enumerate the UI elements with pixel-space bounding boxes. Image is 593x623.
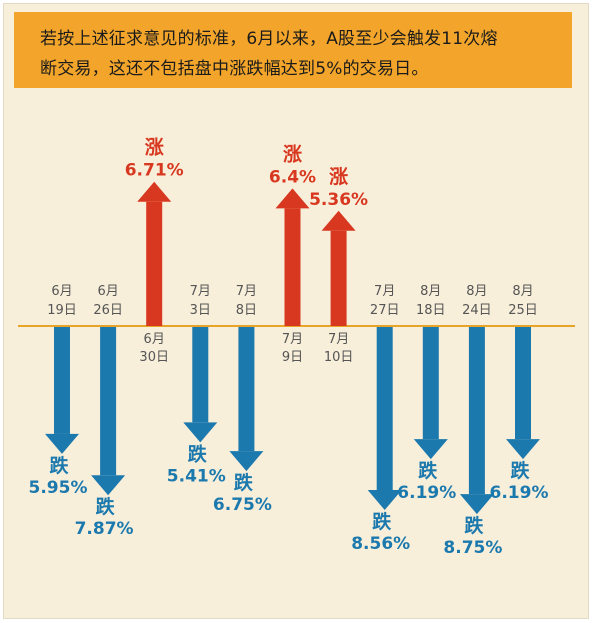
- date-day-4: 8日: [236, 303, 257, 318]
- value-label-0: 5.95%: [29, 478, 88, 498]
- value-label-7: 8.56%: [351, 534, 410, 554]
- down-bar-8: [422, 327, 439, 440]
- down-arrowhead-8: [413, 439, 448, 460]
- date-day-3: 3日: [190, 303, 211, 318]
- value-label-10: 6.19%: [490, 483, 549, 503]
- date-day-8: 18日: [416, 303, 446, 318]
- date-day-7: 27日: [370, 303, 400, 318]
- date-day-10: 25日: [508, 303, 538, 318]
- date-month-4: 7月: [236, 284, 257, 299]
- direction-label-3: 跌: [188, 442, 208, 465]
- date-day-6: 10日: [324, 350, 354, 365]
- headline-banner: 若按上述征求意见的标准，6月以来，A股至少会触发11次熔 断交易，这还不包括盘中…: [14, 12, 572, 88]
- date-month-6: 7月: [328, 332, 349, 347]
- headline-line-1: 若按上述征求意见的标准，6月以来，A股至少会触发11次熔: [40, 29, 498, 49]
- date-day-9: 24日: [462, 303, 492, 318]
- direction-label-9: 跌: [464, 514, 484, 537]
- value-label-1: 7.87%: [75, 519, 134, 539]
- up-bar-5: [284, 208, 301, 326]
- infographic-frame: 若按上述征求意见的标准，6月以来，A股至少会触发11次熔 断交易，这还不包括盘中…: [3, 3, 589, 619]
- date-day-2: 30日: [139, 350, 169, 365]
- down-arrowhead-3: [183, 422, 218, 443]
- down-bar-3: [192, 327, 209, 423]
- value-label-2: 6.71%: [125, 161, 184, 181]
- value-label-5: 6.4%: [269, 167, 316, 187]
- up-arrowhead-5: [275, 188, 310, 209]
- down-arrowhead-1: [91, 475, 126, 496]
- date-month-7: 7月: [374, 284, 395, 299]
- direction-label-1: 跌: [96, 495, 116, 518]
- date-month-2: 6月: [144, 332, 165, 347]
- date-month-8: 8月: [420, 284, 441, 299]
- date-day-1: 26日: [93, 303, 123, 318]
- date-month-3: 7月: [190, 284, 211, 299]
- up-bar-6: [330, 230, 347, 326]
- date-day-0: 19日: [47, 303, 77, 318]
- up-arrowhead-2: [137, 181, 172, 202]
- value-label-9: 8.75%: [443, 538, 502, 558]
- value-label-3: 5.41%: [167, 466, 226, 486]
- value-label-4: 6.75%: [213, 495, 272, 515]
- up-arrowhead-6: [321, 210, 356, 231]
- down-bar-1: [100, 327, 117, 476]
- down-bar-9: [468, 327, 485, 495]
- down-arrowhead-7: [367, 490, 402, 511]
- direction-label-5: 涨: [283, 143, 302, 165]
- value-label-6: 5.36%: [309, 190, 368, 210]
- direction-label-8: 跌: [418, 459, 438, 482]
- date-month-10: 8月: [512, 284, 533, 299]
- down-bar-4: [238, 327, 255, 452]
- value-label-8: 6.19%: [397, 483, 456, 503]
- down-arrowhead-10: [506, 439, 540, 460]
- down-bar-0: [54, 327, 70, 434]
- date-month-1: 6月: [97, 284, 118, 299]
- down-bar-10: [515, 327, 531, 440]
- direction-label-0: 跌: [49, 454, 69, 477]
- date-day-5: 9日: [282, 350, 303, 365]
- down-arrowhead-4: [229, 451, 264, 472]
- date-month-5: 7月: [282, 332, 303, 347]
- date-month-0: 6月: [51, 284, 72, 299]
- direction-label-7: 跌: [372, 510, 392, 533]
- direction-label-10: 跌: [510, 459, 530, 482]
- direction-label-6: 涨: [329, 166, 348, 188]
- down-bar-7: [376, 327, 393, 491]
- direction-label-2: 涨: [145, 137, 164, 159]
- up-bar-2: [146, 201, 163, 326]
- direction-label-4: 跌: [234, 471, 254, 494]
- down-arrowhead-9: [459, 494, 494, 515]
- down-arrowhead-0: [45, 433, 79, 454]
- headline-line-2: 断交易，这还不包括盘中涨跌幅达到5%的交易日。: [40, 59, 429, 79]
- date-month-9: 8月: [466, 284, 487, 299]
